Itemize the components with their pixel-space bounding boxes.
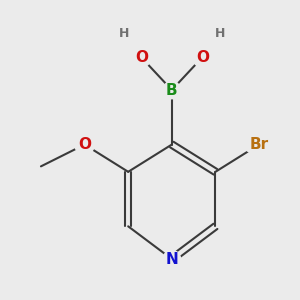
Text: Br: Br	[250, 137, 268, 152]
Ellipse shape	[131, 47, 151, 67]
Ellipse shape	[163, 250, 181, 268]
Text: B: B	[166, 82, 178, 98]
Text: N: N	[165, 252, 178, 267]
Text: O: O	[78, 137, 91, 152]
Text: O: O	[196, 50, 209, 65]
Ellipse shape	[193, 47, 212, 67]
Ellipse shape	[244, 135, 274, 155]
Ellipse shape	[212, 26, 227, 41]
Ellipse shape	[163, 81, 181, 99]
Text: H: H	[214, 27, 225, 40]
Ellipse shape	[116, 26, 131, 41]
Text: O: O	[135, 50, 148, 65]
Text: H: H	[118, 27, 129, 40]
Ellipse shape	[75, 135, 94, 155]
